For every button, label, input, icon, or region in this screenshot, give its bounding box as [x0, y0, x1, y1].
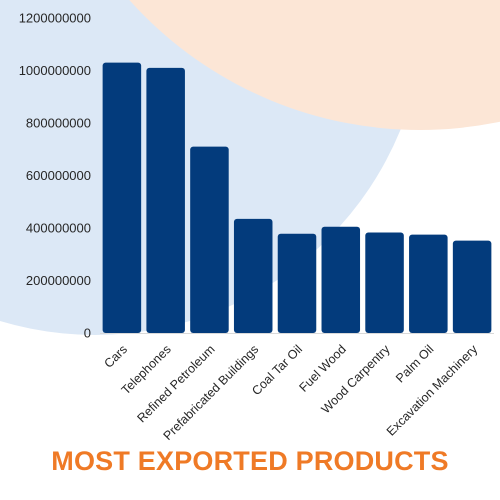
- bar: [102, 62, 142, 333]
- y-axis-ticks: 0 200000000 400000000 600000000 800000000 100…: [19, 11, 91, 341]
- y-tick-label: 800000000: [26, 116, 91, 131]
- y-tick-label: 400000000: [26, 221, 91, 236]
- bars: [102, 62, 492, 333]
- chart-title: MOST EXPORTED PRODUCTS: [51, 446, 449, 476]
- y-tick-label: 600000000: [26, 168, 91, 183]
- x-tick-label: Palm Oil: [393, 342, 436, 385]
- bar: [321, 226, 361, 333]
- bar: [452, 240, 492, 333]
- bar: [277, 233, 317, 333]
- y-tick-label: 1200000000: [19, 11, 91, 26]
- bar: [233, 218, 273, 333]
- bar: [365, 232, 404, 333]
- y-tick-label: 200000000: [26, 273, 91, 288]
- bg-circle-peach: [129, 0, 500, 130]
- x-tick-label: Refined Petroleum: [134, 342, 217, 425]
- bar: [146, 67, 185, 333]
- bar: [190, 146, 229, 333]
- x-tick-label: Cars: [101, 342, 130, 371]
- y-tick-label: 0: [84, 326, 91, 341]
- bar: [409, 234, 448, 333]
- y-tick-label: 1000000000: [19, 63, 91, 78]
